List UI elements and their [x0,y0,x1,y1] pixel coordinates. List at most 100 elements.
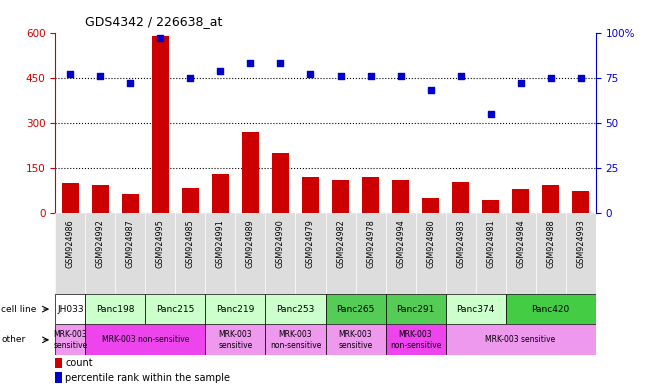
Bar [55,213,85,294]
Point [516,80,526,86]
Point [335,73,346,79]
Bar [542,185,559,213]
Bar [445,213,476,294]
Bar [85,294,145,324]
Bar [182,187,199,213]
Bar [175,213,206,294]
Bar [266,294,326,324]
Text: JH033: JH033 [57,305,84,314]
Text: GSM924990: GSM924990 [276,220,285,268]
Bar [445,324,596,355]
Point [95,73,105,79]
Point [186,74,196,81]
Text: GSM924986: GSM924986 [66,220,75,268]
Bar [55,294,85,324]
Text: GSM924978: GSM924978 [366,220,375,268]
Point [155,35,165,41]
Bar [566,213,596,294]
Point [456,73,466,79]
Bar [506,294,596,324]
Point [486,111,496,117]
Bar [55,372,62,382]
Text: Panc219: Panc219 [216,305,255,314]
Text: Panc420: Panc420 [531,305,570,314]
Bar [326,294,385,324]
Point [305,71,316,77]
Bar [512,189,529,213]
Bar [85,324,206,355]
Text: percentile rank within the sample: percentile rank within the sample [65,372,230,383]
Bar [415,213,445,294]
Bar [115,213,145,294]
Text: MRK-003
sensitive: MRK-003 sensitive [339,330,372,349]
Bar [476,213,506,294]
Text: Panc215: Panc215 [156,305,195,314]
Bar [55,324,85,355]
Point [395,73,406,79]
Bar [145,294,206,324]
Bar [326,324,385,355]
Point [575,74,586,81]
Text: GSM924988: GSM924988 [546,220,555,268]
Text: GSM924992: GSM924992 [96,220,105,268]
Text: other: other [1,335,25,344]
Bar [422,198,439,213]
Text: MRK-003 sensitive: MRK-003 sensitive [486,335,556,344]
Bar [206,294,266,324]
Bar [242,132,258,213]
Bar [572,190,589,213]
Bar [55,358,62,368]
Bar [385,294,445,324]
Text: GSM924979: GSM924979 [306,220,315,268]
Point [65,71,76,77]
Bar [145,213,175,294]
Bar [362,177,379,213]
Text: MRK-003 non-sensitive: MRK-003 non-sensitive [102,335,189,344]
Text: MRK-003
non-sensitive: MRK-003 non-sensitive [390,330,441,349]
Text: MRK-003
non-sensitive: MRK-003 non-sensitive [270,330,321,349]
Bar [266,213,296,294]
Bar [62,183,79,213]
Text: count: count [65,358,92,368]
Bar [482,200,499,213]
Bar [536,213,566,294]
Text: Panc265: Panc265 [337,305,375,314]
Text: Panc291: Panc291 [396,305,435,314]
Text: GSM924985: GSM924985 [186,220,195,268]
Bar [152,36,169,213]
Bar [266,324,326,355]
Point [245,60,256,66]
Text: GSM924989: GSM924989 [246,220,255,268]
Text: GSM924981: GSM924981 [486,220,495,268]
Text: GSM924995: GSM924995 [156,220,165,268]
Text: GSM924994: GSM924994 [396,220,405,268]
Bar [272,153,289,213]
Bar [236,213,266,294]
Bar [326,213,355,294]
Bar [385,213,415,294]
Bar [332,180,349,213]
Text: Panc374: Panc374 [456,305,495,314]
Bar [122,194,139,213]
Bar [206,324,266,355]
Text: GSM924991: GSM924991 [216,220,225,268]
Bar [92,185,109,213]
Text: Panc198: Panc198 [96,305,135,314]
Point [275,60,286,66]
Bar [206,213,236,294]
Text: MRK-003
sensitive: MRK-003 sensitive [53,330,87,349]
Point [125,80,135,86]
Bar [445,294,506,324]
Text: GSM924982: GSM924982 [336,220,345,268]
Text: GSM924993: GSM924993 [576,220,585,268]
Bar [452,182,469,213]
Bar [506,213,536,294]
Bar [385,324,445,355]
Point [215,68,226,74]
Bar [296,213,326,294]
Text: GSM924984: GSM924984 [516,220,525,268]
Bar [85,213,115,294]
Text: GDS4342 / 226638_at: GDS4342 / 226638_at [85,15,222,28]
Bar [393,180,409,213]
Bar [355,213,385,294]
